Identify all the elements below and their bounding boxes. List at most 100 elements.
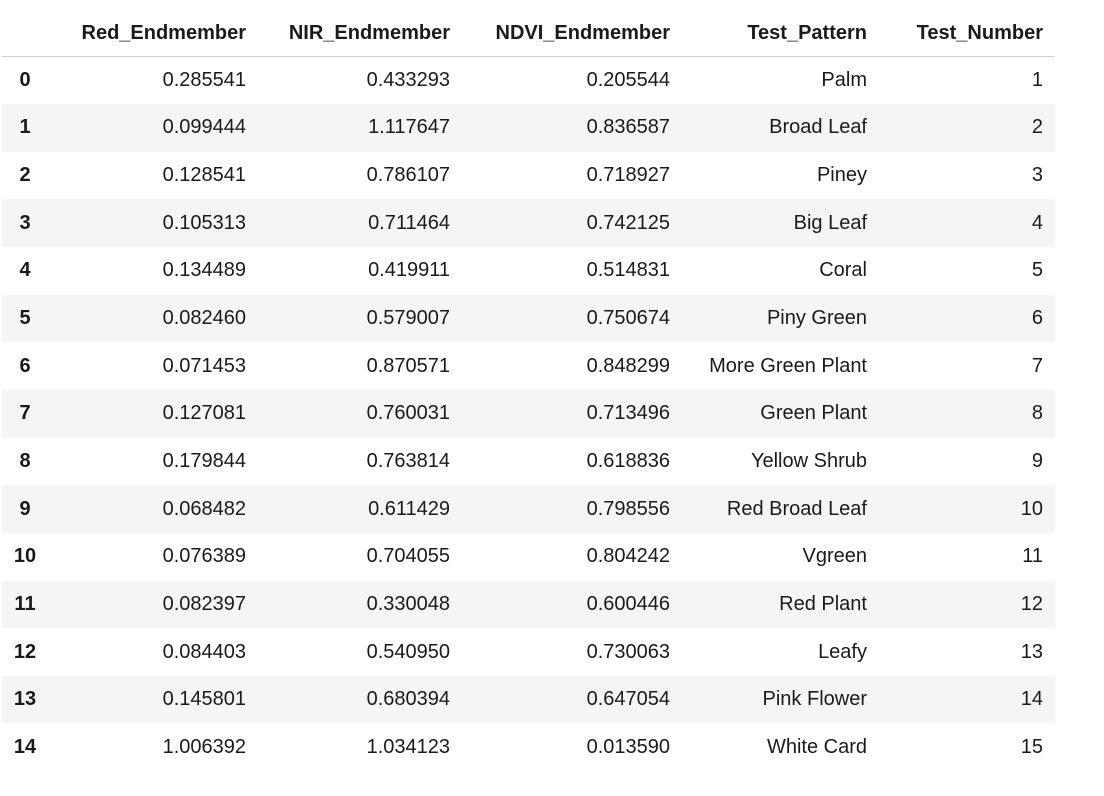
column-header-ndvi-endmember: NDVI_Endmember	[450, 10, 670, 57]
cell-red-endmember: 0.076389	[162, 545, 246, 568]
cell-ndvi-endmember: 0.618836	[586, 449, 670, 472]
cell-nir-endmember: 0.870571	[366, 354, 450, 377]
cell-ndvi-endmember: 0.713496	[586, 402, 670, 425]
column-header-test-number: Test_Number	[867, 10, 1055, 57]
cell-red-endmember: 0.285541	[162, 69, 246, 92]
cell-ndvi-endmember: 0.647054	[586, 688, 670, 711]
cell-red-endmember: 0.099444	[162, 116, 246, 139]
cell-nir-endmember: 0.704055	[366, 545, 450, 568]
table-row: 2 0.128541 0.786107 0.718927 Piney 3	[2, 151, 1055, 200]
table-body: 0 0.285541 0.433293 0.205544 Palm 1 1 0.099444 1…	[2, 56, 1055, 772]
cell-test-number: 1	[1031, 69, 1043, 92]
cell-red-endmember: 0.071453	[162, 354, 246, 377]
row-index: 7	[19, 402, 31, 425]
cell-test-number: 9	[1031, 449, 1043, 472]
cell-ndvi-endmember: 0.600446	[586, 592, 670, 615]
cell-nir-endmember: 0.433293	[366, 69, 450, 92]
table-row: 7 0.127081 0.760031 0.713496 Green Plant 8	[2, 389, 1055, 438]
row-index: 12	[13, 640, 37, 663]
cell-nir-endmember: 0.330048	[366, 592, 450, 615]
cell-test-pattern: Piney	[816, 164, 867, 187]
cell-test-number: 5	[1031, 259, 1043, 282]
cell-red-endmember: 0.134489	[162, 259, 246, 282]
cell-red-endmember: 0.105313	[162, 211, 246, 234]
table-row: 12 0.084403 0.540950 0.730063 Leafy 13	[2, 628, 1055, 676]
cell-nir-endmember: 0.711464	[368, 211, 450, 234]
cell-ndvi-endmember: 0.730063	[586, 640, 670, 663]
row-index: 11	[14, 592, 36, 615]
header-row: Red_Endmember NIR_Endmember NDVI_Endmemb…	[2, 10, 1055, 57]
cell-nir-endmember: 0.540950	[366, 640, 450, 663]
cell-ndvi-endmember: 0.798556	[586, 497, 670, 520]
cell-test-pattern: Vgreen	[802, 545, 868, 568]
table-header: Red_Endmember NIR_Endmember NDVI_Endmemb…	[2, 10, 1055, 57]
column-header-nir-endmember: NIR_Endmember	[246, 10, 450, 57]
cell-red-endmember: 0.179844	[162, 449, 246, 472]
table-row: 6 0.071453 0.870571 0.848299 More Green Plan…	[2, 342, 1055, 390]
column-header-test-pattern: Test_Pattern	[670, 10, 867, 57]
table-row: 11 0.082397 0.330048 0.600446 Red Plant 12	[2, 580, 1055, 629]
cell-test-number: 8	[1031, 402, 1043, 425]
cell-ndvi-endmember: 0.205544	[586, 69, 670, 92]
cell-test-number: 14	[1020, 688, 1043, 711]
cell-nir-endmember: 0.419911	[368, 259, 450, 282]
cell-ndvi-endmember: 0.836587	[586, 116, 670, 139]
cell-red-endmember: 0.084403	[162, 640, 246, 663]
cell-test-number: 12	[1020, 592, 1043, 615]
cell-red-endmember: 0.128541	[162, 164, 246, 187]
cell-red-endmember: 0.082397	[162, 592, 246, 615]
table-row: 8 0.179844 0.763814 0.618836 Yellow Shrub 9	[2, 437, 1055, 486]
row-index: 0	[19, 69, 31, 92]
cell-ndvi-endmember: 0.804242	[586, 545, 670, 568]
row-index: 1	[19, 116, 31, 139]
cell-nir-endmember: 0.760031	[366, 402, 450, 425]
column-header-red-endmember: Red_Endmember	[48, 10, 246, 57]
cell-test-pattern: More Green Plant	[709, 354, 867, 377]
cell-test-pattern: Piny Green	[766, 307, 867, 330]
cell-nir-endmember: 0.611429	[368, 497, 450, 520]
table-row: 0 0.285541 0.433293 0.205544 Palm 1	[2, 56, 1055, 105]
cell-test-number: 7	[1031, 354, 1043, 377]
cell-ndvi-endmember: 0.742125	[586, 211, 670, 234]
cell-test-number: 6	[1031, 307, 1043, 330]
cell-test-number: 2	[1031, 116, 1043, 139]
cell-test-number: 11	[1022, 545, 1043, 568]
row-index: 4	[19, 259, 31, 282]
index-header	[2, 10, 48, 57]
cell-red-endmember: 1.006392	[162, 735, 246, 758]
dataframe-output: Red_Endmember NIR_Endmember NDVI_Endmemb…	[2, 10, 1055, 772]
cell-ndvi-endmember: 0.013590	[586, 735, 670, 758]
table-row: 10 0.076389 0.704055 0.804242 Vgreen 11	[2, 532, 1055, 581]
cell-test-pattern: Coral	[819, 259, 867, 282]
cell-red-endmember: 0.082460	[162, 307, 246, 330]
cell-test-pattern: Pink Flower	[762, 688, 867, 711]
cell-test-pattern: Red Broad Leaf	[726, 497, 867, 520]
cell-red-endmember: 0.127081	[162, 402, 246, 425]
cell-nir-endmember: 1.117647	[368, 116, 450, 139]
row-index: 14	[13, 735, 37, 758]
cell-test-number: 4	[1031, 211, 1043, 234]
cell-red-endmember: 0.145801	[162, 688, 246, 711]
cell-nir-endmember: 0.579007	[366, 307, 450, 330]
cell-test-pattern: Yellow Shrub	[750, 449, 867, 472]
row-index: 13	[13, 688, 37, 711]
table-row: 1 0.099444 1.117647 0.836587 Broad Leaf 2	[2, 104, 1055, 152]
cell-ndvi-endmember: 0.718927	[586, 164, 670, 187]
table-row: 3 0.105313 0.711464 0.742125 Big Leaf 4	[2, 199, 1055, 248]
cell-test-pattern: Green Plant	[760, 402, 867, 425]
cell-test-pattern: Broad Leaf	[769, 116, 867, 139]
row-index: 9	[19, 497, 31, 520]
cell-red-endmember: 0.068482	[162, 497, 246, 520]
row-index: 5	[19, 307, 31, 330]
cell-nir-endmember: 0.680394	[366, 688, 450, 711]
cell-test-pattern: Palm	[821, 69, 867, 92]
cell-nir-endmember: 1.034123	[366, 735, 450, 758]
row-index: 10	[13, 545, 37, 568]
table-row: 5 0.082460 0.579007 0.750674 Piny Green 6	[2, 294, 1055, 343]
cell-ndvi-endmember: 0.750674	[586, 307, 670, 330]
cell-ndvi-endmember: 0.514831	[586, 259, 670, 282]
cell-test-number: 10	[1020, 497, 1043, 520]
table-row: 13 0.145801 0.680394 0.647054 Pink Flower 14	[2, 675, 1055, 724]
table-row: 4 0.134489 0.419911 0.514831 Coral 5	[2, 247, 1055, 295]
cell-test-pattern: Big Leaf	[793, 211, 867, 234]
